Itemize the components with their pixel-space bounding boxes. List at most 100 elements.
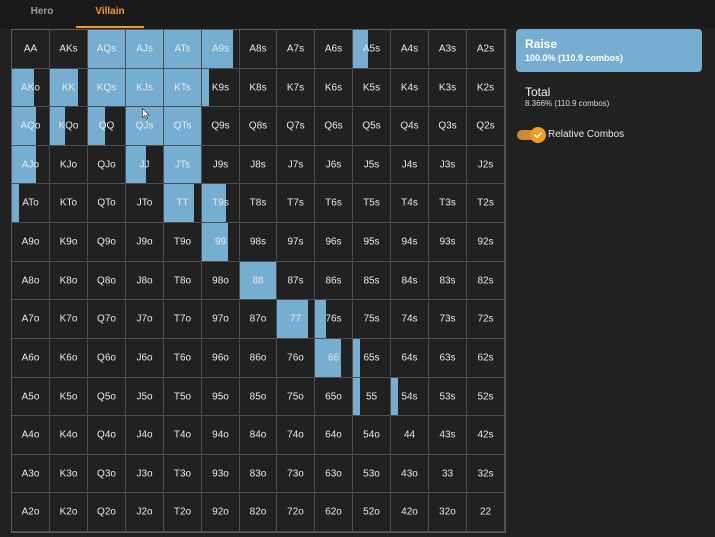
hand-cell-63s[interactable]: 63s [429,339,467,378]
hand-cell-98s[interactable]: 98s [240,223,277,262]
hand-cell-K3s[interactable]: K3s [429,69,467,107]
hand-cell-73s[interactable]: 73s [429,300,467,339]
hand-cell-Q3s[interactable]: Q3s [429,107,467,146]
hand-cell-T6o[interactable]: T6o [164,339,202,378]
hand-cell-96s[interactable]: 96s [315,223,353,262]
hand-cell-A4s[interactable]: A4s [391,30,429,69]
hand-cell-KJs[interactable]: KJs [126,69,164,107]
hand-cell-32s[interactable]: 32s [467,455,505,493]
hand-cell-K8o[interactable]: K8o [50,262,88,300]
hand-cell-64o[interactable]: 64o [315,416,353,455]
hand-cell-K5s[interactable]: K5s [353,69,391,107]
tab-villain[interactable]: Villain [76,0,144,28]
hand-cell-J3s[interactable]: J3s [429,146,467,184]
hand-cell-KJo[interactable]: KJo [50,146,88,184]
hand-cell-TT[interactable]: TT [164,184,202,223]
hand-cell-A3s[interactable]: A3s [429,30,467,69]
hand-cell-93o[interactable]: 93o [202,455,240,493]
hand-cell-Q6o[interactable]: Q6o [88,339,126,378]
hand-cell-62s[interactable]: 62s [467,339,505,378]
hand-cell-T7o[interactable]: T7o [164,300,202,339]
hand-cell-Q5o[interactable]: Q5o [88,378,126,416]
hand-cell-K4s[interactable]: K4s [391,69,429,107]
hand-cell-A7o[interactable]: A7o [12,300,50,339]
hand-cell-A8s[interactable]: A8s [240,30,277,69]
hand-cell-T4o[interactable]: T4o [164,416,202,455]
hand-cell-75s[interactable]: 75s [353,300,391,339]
hand-cell-52o[interactable]: 52o [353,493,391,532]
hand-cell-85o[interactable]: 85o [240,378,277,416]
hand-cell-J4o[interactable]: J4o [126,416,164,455]
hand-cell-K6s[interactable]: K6s [315,69,353,107]
hand-cell-84o[interactable]: 84o [240,416,277,455]
hand-cell-Q8o[interactable]: Q8o [88,262,126,300]
hand-cell-95s[interactable]: 95s [353,223,391,262]
hand-cell-65s[interactable]: 65s [353,339,391,378]
hand-cell-J8s[interactable]: J8s [240,146,277,184]
hand-cell-72s[interactable]: 72s [467,300,505,339]
hand-cell-Q8s[interactable]: Q8s [240,107,277,146]
hand-cell-K7o[interactable]: K7o [50,300,88,339]
hand-cell-76o[interactable]: 76o [277,339,315,378]
hand-cell-A8o[interactable]: A8o [12,262,50,300]
hand-cell-97s[interactable]: 97s [277,223,315,262]
hand-cell-84s[interactable]: 84s [391,262,429,300]
hand-cell-53o[interactable]: 53o [353,455,391,493]
hand-cell-ATo[interactable]: ATo [12,184,50,223]
hand-cell-JJ[interactable]: JJ [126,146,164,184]
hand-cell-AKo[interactable]: AKo [12,69,50,107]
hand-cell-J3o[interactable]: J3o [126,455,164,493]
hand-cell-54o[interactable]: 54o [353,416,391,455]
hand-cell-55[interactable]: 55 [353,378,391,416]
hand-cell-T8s[interactable]: T8s [240,184,277,223]
hand-cell-43o[interactable]: 43o [391,455,429,493]
hand-cell-96o[interactable]: 96o [202,339,240,378]
hand-cell-32o[interactable]: 32o [429,493,467,532]
hand-cell-Q9s[interactable]: Q9s [202,107,240,146]
hand-cell-64s[interactable]: 64s [391,339,429,378]
hand-cell-K9s[interactable]: K9s [202,69,240,107]
hand-cell-92o[interactable]: 92o [202,493,240,532]
tab-hero[interactable]: Hero [30,6,54,17]
hand-cell-Q7s[interactable]: Q7s [277,107,315,146]
hand-cell-83o[interactable]: 83o [240,455,277,493]
hand-cell-A5s[interactable]: A5s [353,30,391,69]
hand-cell-J8o[interactable]: J8o [126,262,164,300]
hand-cell-J9o[interactable]: J9o [126,223,164,262]
hand-cell-J5s[interactable]: J5s [353,146,391,184]
hand-cell-A6o[interactable]: A6o [12,339,50,378]
hand-cell-T2s[interactable]: T2s [467,184,505,223]
hand-cell-82s[interactable]: 82s [467,262,505,300]
hand-cell-J7s[interactable]: J7s [277,146,315,184]
hand-cell-A4o[interactable]: A4o [12,416,50,455]
hand-cell-63o[interactable]: 63o [315,455,353,493]
hand-cell-J2o[interactable]: J2o [126,493,164,532]
hand-cell-K8s[interactable]: K8s [240,69,277,107]
hand-cell-62o[interactable]: 62o [315,493,353,532]
hand-cell-42s[interactable]: 42s [467,416,505,455]
hand-cell-T3s[interactable]: T3s [429,184,467,223]
hand-cell-KTs[interactable]: KTs [164,69,202,107]
hand-cell-J6o[interactable]: J6o [126,339,164,378]
hand-cell-J2s[interactable]: J2s [467,146,505,184]
hand-cell-K3o[interactable]: K3o [50,455,88,493]
hand-cell-T8o[interactable]: T8o [164,262,202,300]
hand-cell-75o[interactable]: 75o [277,378,315,416]
hand-cell-J5o[interactable]: J5o [126,378,164,416]
hand-cell-JTs[interactable]: JTs [164,146,202,184]
raise-action-card[interactable]: Raise 100.0% (110.9 combos) [516,29,702,72]
hand-cell-Q5s[interactable]: Q5s [353,107,391,146]
hand-cell-K4o[interactable]: K4o [50,416,88,455]
hand-cell-JTo[interactable]: JTo [126,184,164,223]
hand-cell-J9s[interactable]: J9s [202,146,240,184]
hand-cell-82o[interactable]: 82o [240,493,277,532]
hand-cell-T9o[interactable]: T9o [164,223,202,262]
hand-cell-73o[interactable]: 73o [277,455,315,493]
hand-cell-A5o[interactable]: A5o [12,378,50,416]
hand-cell-42o[interactable]: 42o [391,493,429,532]
hand-cell-74o[interactable]: 74o [277,416,315,455]
hand-cell-77[interactable]: 77 [277,300,315,339]
hand-cell-QJo[interactable]: QJo [88,146,126,184]
hand-cell-T6s[interactable]: T6s [315,184,353,223]
hand-cell-J6s[interactable]: J6s [315,146,353,184]
